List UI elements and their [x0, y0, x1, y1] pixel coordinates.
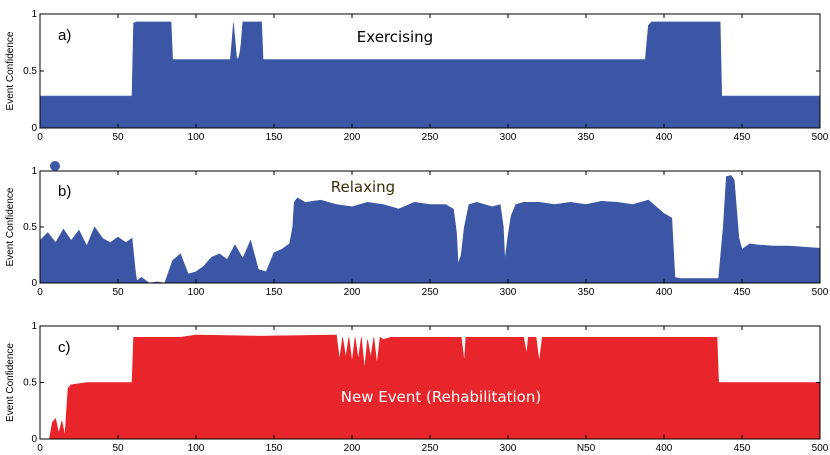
chart-panel-2: 0 50 100 150 200 250 300 350 400 450 500 0 0.5 1 Event…	[5, 166, 829, 298]
x-tick-label: 100	[188, 443, 205, 454]
x-tick-label: 400	[656, 443, 673, 454]
panel-label: a)	[58, 27, 71, 44]
x-tick-label: 0	[37, 132, 43, 143]
x-tick-label: 50	[112, 287, 124, 298]
x-tick-label: 0	[37, 443, 43, 454]
x-tick-label: 500	[812, 287, 829, 298]
series-area-1	[39, 21, 821, 129]
x-tick-label: 350	[578, 287, 595, 298]
y-axis-label: Event Confidence	[5, 187, 16, 266]
x-tick-label: 150	[266, 443, 283, 454]
x-tick-label: 200	[344, 287, 361, 298]
x-tick-label: 200	[344, 132, 361, 143]
x-tick-label: 300	[500, 443, 517, 454]
x-tick-label: 300	[500, 132, 517, 143]
y-tick-label: 0.5	[23, 222, 37, 233]
x-tick-label: N50	[577, 443, 596, 454]
x-tick-label: 450	[734, 132, 751, 143]
x-tick-label: 400	[656, 287, 673, 298]
y-tick-label: 0.5	[23, 66, 37, 77]
y-tick-label: 1	[31, 166, 37, 177]
x-tick-label: 350	[578, 132, 595, 143]
y-axis-label: Event Confidence	[5, 31, 16, 110]
panel-annotation: New Event (Rehabilitation)	[341, 388, 541, 406]
series-area-3	[40, 334, 821, 440]
x-tick-label: 50	[112, 132, 124, 143]
x-tick-label: 500	[812, 443, 829, 454]
chart-panel-1: 0 50 100 150 200 250 300 350 400 450 500 0 0.5 1 Event…	[5, 9, 829, 143]
x-tick-label: 150	[266, 132, 283, 143]
x-tick-label: 100	[188, 132, 205, 143]
x-tick-label: 250	[422, 443, 439, 454]
y-tick-label: 1	[31, 321, 37, 332]
panel-label: b)	[58, 183, 71, 200]
series-area-2	[39, 175, 821, 284]
x-tick-label: 0	[37, 287, 43, 298]
x-tick-label: 400	[656, 132, 673, 143]
y-tick-label: 0	[31, 278, 37, 289]
panel-annotation: Relaxing	[331, 178, 395, 196]
x-tick-label: 450	[734, 287, 751, 298]
y-tick-label: 1	[31, 9, 37, 20]
y-tick-label: 0	[31, 434, 37, 445]
x-tick-label: 450	[734, 443, 751, 454]
x-tick-label: 100	[188, 287, 205, 298]
x-tick-label: 500	[812, 132, 829, 143]
x-tick-label: 200	[344, 443, 361, 454]
y-axis-label: Event Confidence	[5, 343, 16, 422]
marker-dot	[50, 161, 60, 171]
chart-panel-3: 0 50 100 150 200 250 300 N50 400 450 500 0 0.5 1 Event…	[5, 321, 829, 454]
x-tick-label: 50	[112, 443, 124, 454]
y-tick-label: 0.5	[23, 378, 37, 389]
x-tick-label: 250	[422, 132, 439, 143]
panel-label: c)	[58, 339, 71, 356]
x-tick-label: 250	[422, 287, 439, 298]
y-tick-label: 0	[31, 123, 37, 134]
x-tick-label: 150	[266, 287, 283, 298]
panel-annotation: Exercising	[357, 28, 433, 46]
x-tick-label: 300	[500, 287, 517, 298]
